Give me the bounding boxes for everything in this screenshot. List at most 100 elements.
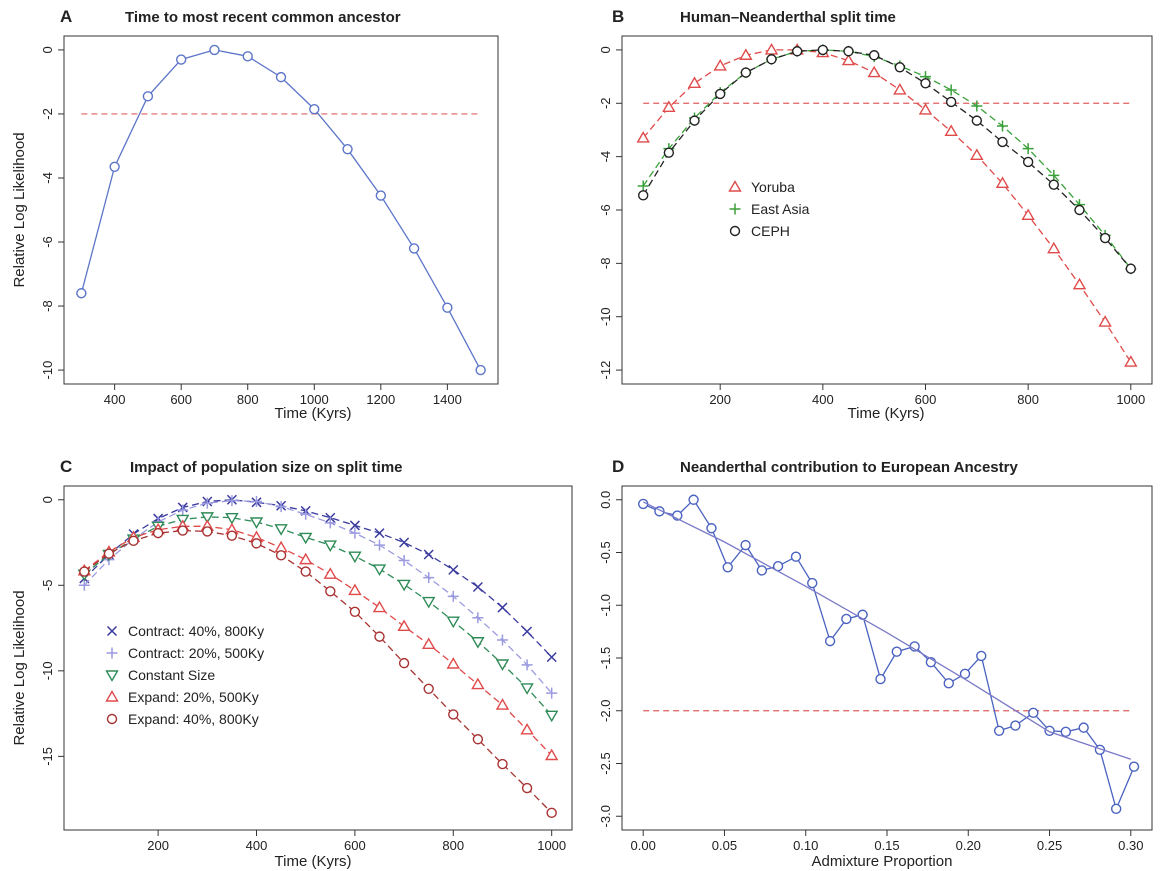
- panel-c-x-tick-label: 400: [246, 838, 268, 853]
- panel-b-y-tick-label: -8: [598, 258, 613, 270]
- panel-c-letter: C: [60, 457, 72, 476]
- panel-c-expand-20-500ky-point: [544, 748, 559, 761]
- panel-d-series-1-point: [959, 668, 971, 680]
- panel-d-series-1-point: [1044, 725, 1055, 736]
- panel-a-x-tick-label: 800: [237, 392, 259, 407]
- panel-c-expand-40-800ky-point: [103, 548, 115, 559]
- panel-a-series-1-point: [408, 243, 420, 254]
- panel-b-title: Human–Neanderthal split time: [680, 9, 896, 26]
- panel-a-x-tick-label: 600: [170, 392, 192, 407]
- panel-b-yoruba-point: [867, 65, 881, 78]
- panel-c-contract-20-500ky-point: [275, 501, 287, 513]
- panel-b-yoruba-point: [636, 131, 650, 143]
- panel-c-x-tick-label: 800: [442, 838, 464, 853]
- panel-b-ceph-point: [714, 88, 726, 100]
- panel-a-x-tick-label: 1400: [433, 392, 462, 407]
- panel-c-expand-40-800ky-point: [374, 631, 385, 642]
- panel-d-x-tick-label: 0.20: [956, 838, 981, 853]
- panel-d: D Neanderthal contribution to European A…: [598, 457, 1153, 870]
- panel-d-x-tick-label: 0.10: [793, 838, 818, 853]
- panel-a-series-1-point: [109, 161, 120, 172]
- panel-b-legend-east-asia-marker: [729, 203, 741, 215]
- panel-c-contract-40-800ky-line: [83, 499, 553, 658]
- panel-b-yoruba-point: [995, 176, 1010, 189]
- panel-b-yoruba-point: [970, 148, 984, 161]
- panel-c-expand-40-800ky-point: [275, 550, 287, 561]
- panel-c-legend-expand-20-500ky-marker: [105, 690, 119, 702]
- panel-b-ceph-point: [843, 46, 854, 57]
- panel-b-ceph-point: [920, 78, 931, 89]
- panel-c-x-axis-label: Time (Kyrs): [275, 853, 352, 870]
- panel-a-series-1-point: [275, 71, 287, 83]
- panel-b-east-asia-point: [945, 84, 957, 96]
- panel-b-yoruba-point: [841, 53, 856, 66]
- panel-b-ceph-point: [1125, 263, 1137, 274]
- panel-d-series-1-point: [1128, 761, 1140, 772]
- panel-a-y-tick-label: -8: [40, 300, 55, 312]
- panel-a-y-tick-label: 0: [40, 46, 55, 53]
- panel-c-expand-20-500ky-point: [298, 552, 313, 565]
- panel-b-east-asia-point: [1048, 169, 1060, 181]
- panel-d-x-tick-label: 0.00: [631, 838, 656, 853]
- panel-d-series-1-point: [1028, 707, 1039, 719]
- panel-c-contract-20-500ky-point: [398, 554, 410, 566]
- panel-d-letter: D: [612, 457, 624, 476]
- panel-c-legend-constant-size-label: Constant Size: [128, 667, 215, 683]
- panel-d-series-1-point: [756, 565, 768, 576]
- panel-c-expand-20-500ky-point: [520, 722, 534, 735]
- panel-d-series-1-point: [824, 635, 836, 647]
- panel-c-expand-40-800ky-point: [226, 530, 238, 541]
- panel-a-series-1-point: [209, 44, 220, 56]
- panel-b-x-tick-label: 800: [1017, 392, 1039, 407]
- panel-c-contract-20-500ky-point: [496, 634, 508, 646]
- panel-c-contract-20-500ky-point: [521, 659, 533, 671]
- panel-b-east-asia-line: [642, 49, 1132, 270]
- panel-b-yoruba-point: [893, 83, 907, 95]
- panel-c-legend-contract-40-800ky-marker: [106, 625, 118, 637]
- panel-a-title: Time to most recent common ancestor: [125, 9, 401, 26]
- panel-c-expand-40-800ky-point: [521, 782, 533, 794]
- panel-b-ceph-point: [997, 136, 1008, 148]
- panel-b-ceph-point: [868, 50, 880, 61]
- panel-b-yoruba-point: [687, 76, 702, 88]
- panel-c-constant-size-point: [372, 564, 387, 576]
- panel-b-yoruba-point: [1047, 241, 1061, 254]
- panel-b-yoruba-point: [662, 100, 676, 112]
- panel-c-contract-20-500ky-point: [201, 497, 213, 509]
- panel-c-expand-20-500ky-point: [421, 637, 436, 650]
- panel-c-expand-40-800ky-point: [423, 683, 434, 694]
- panel-a-letter: A: [60, 7, 72, 26]
- panel-c-constant-size-point: [200, 512, 215, 524]
- panel-c-contract-40-800ky-point: [349, 520, 360, 531]
- panel-b-yoruba-point: [918, 103, 933, 115]
- panel-a-x-tick-label: 400: [104, 392, 126, 407]
- panel-c-contract-20-500ky-point: [177, 504, 189, 516]
- panel-b-yoruba-point: [739, 48, 753, 60]
- panel-d-x-tick-label: 0.15: [874, 838, 899, 853]
- panel-d-series-1-point: [807, 577, 818, 589]
- panel-c-expand-40-800ky-point: [472, 734, 484, 745]
- panel-d-series-1-point: [875, 673, 886, 685]
- panel-a-series-1-point: [475, 364, 486, 376]
- panel-c-contract-20-500ky-point: [349, 527, 361, 539]
- panel-a-plot-area: 400 600 800 1000 1200 1400 0 -2 -4 -6 -8 -10: [40, 35, 499, 407]
- panel-c-legend-contract-20-500ky-label: Contract: 20%, 500Ky: [128, 645, 264, 661]
- panel-c-expand-40-800ky-point: [251, 538, 262, 549]
- panel-b-ceph-point: [689, 115, 700, 126]
- panel-d-series-1-point: [1078, 722, 1089, 733]
- panel-c-plot-area: 200 400 600 800 1000 0 -5 -10 -15 Contract: 40%, …: [40, 485, 573, 853]
- panel-c-legend-contract-40-800ky-label: Contract: 40%, 800Ky: [128, 623, 264, 639]
- panel-b-legend-ceph-marker: [729, 225, 741, 237]
- panel-a-x-tick-label: 1200: [366, 392, 395, 407]
- panel-b-east-asia-point: [971, 100, 983, 112]
- panel-d-y-tick-label: -1.0: [598, 594, 613, 616]
- panel-c-x-tick-label: 1000: [537, 838, 566, 853]
- panel-c-expand-40-800ky-point: [202, 526, 213, 537]
- panel-d-series-1-point: [740, 539, 751, 551]
- panel-b-x-tick-label: 400: [812, 392, 834, 407]
- panel-c-contract-40-800ky-point: [546, 652, 557, 663]
- panel-c-constant-size-point: [348, 551, 362, 564]
- panel-c-constant-size-point: [446, 616, 461, 629]
- panel-c-legend-expand-40-800ky-label: Expand: 40%, 800Ky: [128, 711, 259, 727]
- panel-c-legend-contract-20-500ky-marker: [106, 647, 118, 659]
